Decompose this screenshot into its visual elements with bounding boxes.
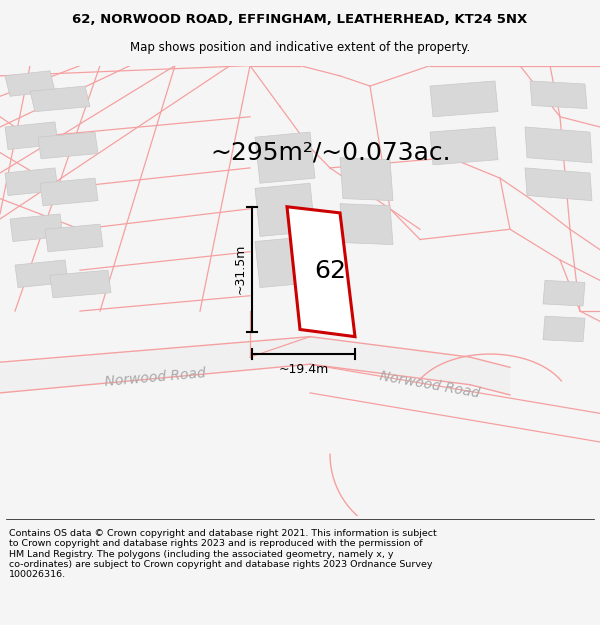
Polygon shape <box>525 168 592 201</box>
Text: 62: 62 <box>314 259 347 284</box>
Polygon shape <box>5 168 58 196</box>
Polygon shape <box>287 207 355 337</box>
Text: Norwood Road: Norwood Road <box>104 366 206 389</box>
Polygon shape <box>10 214 63 241</box>
Text: 62, NORWOOD ROAD, EFFINGHAM, LEATHERHEAD, KT24 5NX: 62, NORWOOD ROAD, EFFINGHAM, LEATHERHEAD… <box>73 13 527 26</box>
Polygon shape <box>0 337 510 395</box>
Polygon shape <box>340 204 393 244</box>
Text: Norwood Road: Norwood Road <box>379 369 481 401</box>
Polygon shape <box>38 132 98 159</box>
Polygon shape <box>5 122 58 149</box>
Polygon shape <box>430 81 498 117</box>
Polygon shape <box>543 316 585 342</box>
Polygon shape <box>340 158 393 201</box>
Text: Map shows position and indicative extent of the property.: Map shows position and indicative extent… <box>130 41 470 54</box>
Text: Contains OS data © Crown copyright and database right 2021. This information is : Contains OS data © Crown copyright and d… <box>9 529 437 579</box>
Polygon shape <box>430 127 498 165</box>
Polygon shape <box>530 81 587 109</box>
Text: ~31.5m: ~31.5m <box>233 244 247 294</box>
Polygon shape <box>30 86 90 112</box>
Polygon shape <box>45 224 103 252</box>
Text: ~295m²/~0.073ac.: ~295m²/~0.073ac. <box>210 141 451 164</box>
Text: ~19.4m: ~19.4m <box>278 363 329 376</box>
Polygon shape <box>40 178 98 206</box>
Polygon shape <box>255 183 315 236</box>
Polygon shape <box>255 236 315 288</box>
Polygon shape <box>50 270 111 298</box>
Polygon shape <box>525 127 592 162</box>
Polygon shape <box>5 71 55 96</box>
Polygon shape <box>15 260 68 288</box>
Polygon shape <box>543 281 585 306</box>
Polygon shape <box>255 132 315 183</box>
